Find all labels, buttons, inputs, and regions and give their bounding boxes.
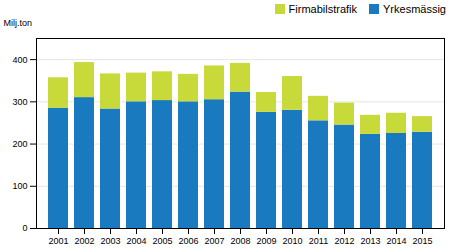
svg-text:2002: 2002 <box>74 236 94 246</box>
svg-text:2015: 2015 <box>412 236 432 246</box>
svg-text:2011: 2011 <box>309 236 328 246</box>
svg-text:100: 100 <box>12 181 27 191</box>
svg-text:2005: 2005 <box>152 236 172 246</box>
svg-text:2009: 2009 <box>256 236 276 246</box>
html-text:Yrkesmässig: Yrkesmässig <box>383 3 446 15</box>
html-text:Firmabilstrafik: Firmabilstrafik <box>288 3 357 15</box>
svg-text:2003: 2003 <box>100 236 120 246</box>
svg-text:Milj.ton: Milj.ton <box>4 18 33 28</box>
svg-text:2007: 2007 <box>204 236 224 246</box>
svg-text:2001: 2001 <box>48 236 68 246</box>
svg-text:2008: 2008 <box>230 236 250 246</box>
svg-text:0: 0 <box>22 223 27 233</box>
svg-text:300: 300 <box>12 97 27 107</box>
svg-text:2006: 2006 <box>178 236 198 246</box>
svg-text:2010: 2010 <box>282 236 302 246</box>
svg-text:400: 400 <box>12 54 27 64</box>
svg-text:2004: 2004 <box>126 236 146 246</box>
svg-text:2012: 2012 <box>334 236 354 246</box>
svg-text:200: 200 <box>12 139 27 149</box>
svg-text:2013: 2013 <box>360 236 380 246</box>
svg-text:2014: 2014 <box>386 236 406 246</box>
